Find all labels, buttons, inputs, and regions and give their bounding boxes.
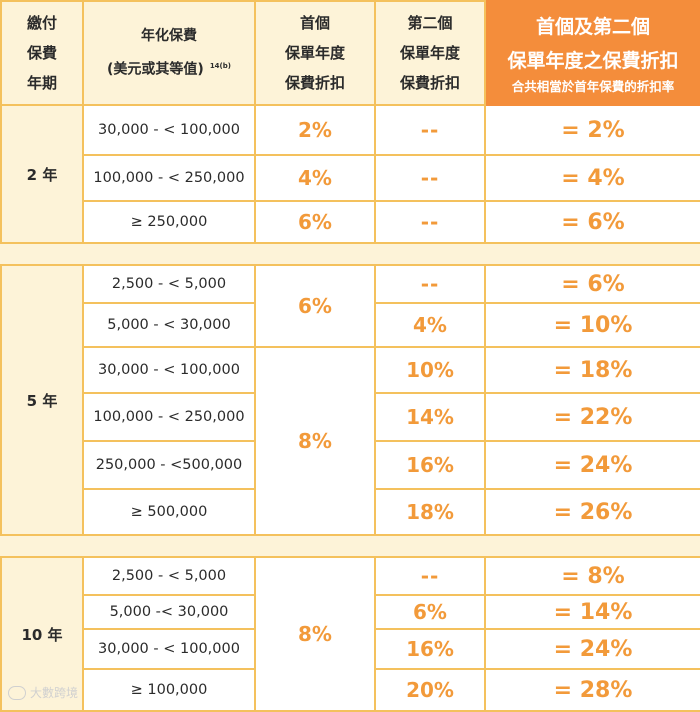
second-year-discount: 14%: [374, 392, 486, 442]
watermark-logo-icon: [8, 685, 26, 700]
second-year-discount: 4%: [374, 302, 486, 348]
table-row: 100,000 - < 250,000 4% -- = 4%: [1, 154, 700, 202]
second-year-discount: 20%: [374, 668, 486, 712]
combined-discount: = 6%: [484, 264, 700, 304]
header-second-year-discount: 第二個 保單年度 保費折扣: [374, 0, 486, 106]
separator-cell: [484, 534, 700, 558]
header-col1-line3: 年期: [26, 74, 57, 92]
watermark-text: 大數跨境: [30, 686, 79, 700]
header-col3-line1: 首個: [299, 14, 330, 32]
table-row: 5,000 - < 30,000 4% = 10%: [1, 302, 700, 348]
header-col3-line2: 保單年度: [284, 44, 345, 62]
table-row: 30,000 - < 100,000 8% 10% = 18%: [1, 346, 700, 536]
second-year-discount: 6%: [374, 594, 486, 630]
table-row: 100,000 - < 250,000 14% = 22%: [1, 392, 700, 442]
first-year-discount: 2%: [254, 104, 376, 156]
header-col3-line3: 保費折扣: [284, 74, 345, 92]
premium-range: 5,000 - < 30,000: [82, 302, 256, 348]
header-col2-line1: 年化保費: [141, 28, 197, 45]
table-row: 5 年 2,500 - < 5,000 6% -- = 6%: [0, 264, 700, 536]
second-year-discount: --: [374, 264, 486, 304]
combined-discount: = 24%: [484, 440, 700, 490]
table-row: 30,000 - < 100,000 16% = 24%: [1, 628, 700, 670]
header-col5-line1: 首個及第二個: [535, 16, 650, 38]
premium-range: ≥ 250,000: [82, 200, 256, 244]
table-row: 5,000 -< 30,000 6% = 14%: [1, 594, 700, 630]
premium-range: 2,500 - < 5,000: [82, 264, 256, 304]
second-year-discount: --: [374, 154, 486, 202]
separator-cell: [484, 242, 700, 266]
combined-discount: = 4%: [484, 154, 700, 202]
header-col4-line1: 第二個: [407, 14, 453, 32]
first-year-discount: 8%: [254, 556, 376, 712]
second-year-discount: 10%: [374, 346, 486, 394]
separator-cell: [0, 242, 84, 266]
table-row: ≥ 250,000 6% -- = 6%: [1, 200, 700, 244]
header-row: 繳付 保費 年期 年化保費 (美元或其等值) 14(b) 首個 保單年度 保費折扣…: [0, 0, 700, 106]
second-year-discount: --: [374, 556, 486, 596]
premium-range: 250,000 - <500,000: [82, 440, 256, 490]
premium-range: 30,000 - < 100,000: [82, 104, 256, 156]
header-first-year-discount: 首個 保單年度 保費折扣: [254, 0, 376, 106]
group-separator: [0, 534, 700, 558]
watermark: 大數跨境: [8, 684, 78, 701]
table-row: 250,000 - <500,000 16% = 24%: [1, 440, 700, 490]
second-year-discount: --: [374, 104, 486, 156]
separator-cell: [254, 534, 376, 558]
premium-range: ≥ 100,000: [82, 668, 256, 712]
first-year-discount: 4%: [254, 154, 376, 202]
header-col2-line2: (美元或其等值): [107, 61, 204, 78]
separator-cell: [82, 534, 256, 558]
table-row: ≥ 500,000 18% = 26%: [1, 488, 700, 536]
premium-range: 100,000 - < 250,000: [82, 154, 256, 202]
header-col5-line3: 合共相當於首年保費的折扣率: [511, 79, 675, 94]
second-year-discount: 18%: [374, 488, 486, 536]
separator-cell: [374, 534, 486, 558]
term-cell-5y: 5 年: [0, 264, 84, 536]
premium-range: 30,000 - < 100,000: [82, 628, 256, 670]
combined-discount: = 8%: [484, 556, 700, 596]
first-year-discount: 6%: [254, 200, 376, 244]
header-combined-discount: 首個及第二個 保單年度之保費折扣 合共相當於首年保費的折扣率: [484, 0, 700, 106]
header-payment-term: 繳付 保費 年期: [0, 0, 84, 106]
combined-discount: = 18%: [484, 346, 700, 394]
group-separator: [0, 242, 700, 266]
premium-range: 100,000 - < 250,000: [82, 392, 256, 442]
header-footnote-ref: 14(b): [209, 62, 231, 71]
combined-discount: = 24%: [484, 628, 700, 670]
second-year-discount: --: [374, 200, 486, 244]
combined-discount: = 28%: [484, 668, 700, 712]
combined-discount: = 2%: [484, 104, 700, 156]
premium-range: 2,500 - < 5,000: [82, 556, 256, 596]
separator-cell: [0, 534, 84, 558]
combined-discount: = 10%: [484, 302, 700, 348]
table-row: 2 年 30,000 - < 100,000 2% -- = 2%: [0, 104, 700, 244]
premium-range: ≥ 500,000: [82, 488, 256, 536]
header-col1-line2: 保費: [26, 44, 57, 62]
second-year-discount: 16%: [374, 440, 486, 490]
table-row: 10 年 2,500 - < 5,000 8% -- = 8%: [0, 556, 700, 712]
term-cell-10y: 10 年: [0, 556, 84, 712]
separator-cell: [374, 242, 486, 266]
header-col4-line2: 保單年度: [399, 44, 460, 62]
combined-discount: = 22%: [484, 392, 700, 442]
header-col5-line2: 保單年度之保費折扣: [507, 50, 679, 72]
combined-discount: = 6%: [484, 200, 700, 244]
combined-discount: = 14%: [484, 594, 700, 630]
first-year-discount: 6%: [254, 264, 376, 348]
first-year-discount: 8%: [254, 346, 376, 536]
premium-range: 5,000 -< 30,000: [82, 594, 256, 630]
premium-range: 30,000 - < 100,000: [82, 346, 256, 394]
header-col1-line1: 繳付: [26, 14, 57, 32]
separator-cell: [82, 242, 256, 266]
second-year-discount: 16%: [374, 628, 486, 670]
header-col4-line3: 保費折扣: [399, 74, 460, 92]
term-cell-2y: 2 年: [0, 104, 84, 244]
separator-cell: [254, 242, 376, 266]
combined-discount: = 26%: [484, 488, 700, 536]
header-annual-premium: 年化保費 (美元或其等值) 14(b): [82, 0, 256, 106]
